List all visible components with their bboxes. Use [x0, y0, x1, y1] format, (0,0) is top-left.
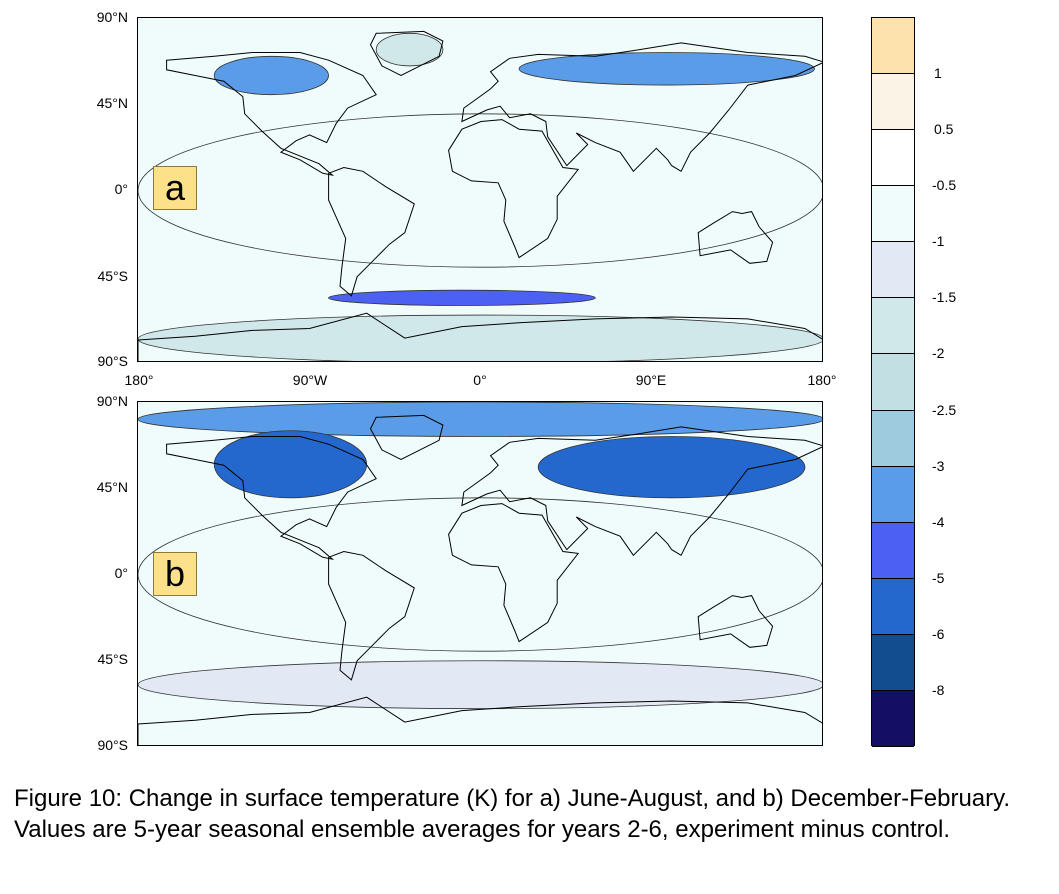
anomaly-region: [138, 314, 822, 361]
colorbar-swatch: [872, 130, 914, 187]
australia-outline: [697, 211, 774, 264]
eurasia-outline: [461, 426, 822, 557]
antarctica-outline: [138, 696, 822, 745]
map-b-svg: [138, 402, 822, 745]
panel-b-y-tick: 0°: [114, 565, 128, 581]
anomaly-region: [138, 497, 822, 652]
colorbar-swatch: [872, 690, 914, 747]
colorbar-label: 1: [934, 65, 942, 82]
colorbar-label: -2.5: [932, 401, 957, 418]
x-tick: 0°: [473, 372, 487, 388]
panel-a-y-tick: 45°N: [96, 95, 128, 111]
map-panel-b: [137, 401, 823, 746]
anomaly-region: [328, 289, 596, 306]
colorbar-swatch: [872, 578, 914, 635]
north-america-outline: [166, 52, 377, 177]
colorbar-swatch: [872, 410, 914, 467]
colorbar-label: -8: [932, 681, 945, 698]
colorbar-swatch: [872, 18, 914, 75]
panel-a-y-tick: 90°S: [97, 353, 128, 369]
anomaly-region: [138, 402, 822, 437]
north-america-outline: [166, 436, 377, 561]
africa-outline: [448, 503, 580, 643]
colorbar-label: -6: [932, 625, 945, 642]
x-tick: 180°: [807, 372, 837, 388]
colorbar-swatch: [872, 242, 914, 299]
panel-b-y-tick: 90°S: [97, 737, 128, 753]
greenland-outline: [369, 30, 444, 77]
anomaly-region: [138, 113, 822, 268]
colorbar-label: -3: [932, 457, 945, 474]
colorbar-swatch: [872, 354, 914, 411]
colorbar-label: -4: [932, 513, 945, 530]
australia-outline: [697, 595, 774, 648]
panel-b-y-tick: 45°S: [97, 651, 128, 667]
colorbar-label: 0.5: [934, 121, 954, 138]
x-tick: 90°E: [635, 372, 667, 388]
x-tick: 90°W: [292, 372, 328, 388]
africa-outline: [448, 119, 580, 259]
colorbar: [871, 17, 915, 747]
colorbar-label: -5: [932, 569, 945, 586]
colorbar-swatch: [872, 634, 914, 691]
panel-b-y-tick: 90°N: [96, 393, 128, 409]
x-tick: 180°: [124, 372, 154, 388]
figure-caption: Figure 10: Change in surface temperature…: [14, 785, 1011, 843]
greenland-outline: [369, 414, 444, 461]
south-america-outline: [328, 166, 415, 297]
panel-a-badge: a: [153, 166, 197, 210]
south-america-outline: [328, 550, 415, 681]
anomaly-region: [537, 436, 806, 499]
colorbar-swatch: [872, 186, 914, 243]
anomaly-region: [518, 52, 815, 86]
colorbar-swatch: [872, 74, 914, 131]
panel-a-y-tick: 90°N: [96, 9, 128, 25]
colorbar-label: -0.5: [932, 177, 957, 194]
colorbar-label: -2: [932, 345, 945, 362]
anomaly-region: [375, 32, 444, 67]
panel-a-y-tick: 0°: [114, 181, 128, 197]
anomaly-region: [213, 55, 329, 96]
panel-b-y-tick: 45°N: [96, 479, 128, 495]
colorbar-swatch: [872, 466, 914, 523]
colorbar-swatch: [872, 522, 914, 579]
panel-b-badge: b: [153, 552, 197, 596]
map-panel-a: [137, 17, 823, 362]
antarctica-outline: [138, 312, 822, 361]
anomaly-region: [213, 430, 368, 499]
map-a-svg: [138, 18, 822, 361]
eurasia-outline: [461, 42, 822, 173]
colorbar-label: -1.5: [932, 289, 957, 306]
colorbar-label: -1: [932, 233, 945, 250]
colorbar-swatch: [872, 298, 914, 355]
panel-a-y-tick: 45°S: [97, 268, 128, 284]
anomaly-region: [138, 660, 822, 710]
